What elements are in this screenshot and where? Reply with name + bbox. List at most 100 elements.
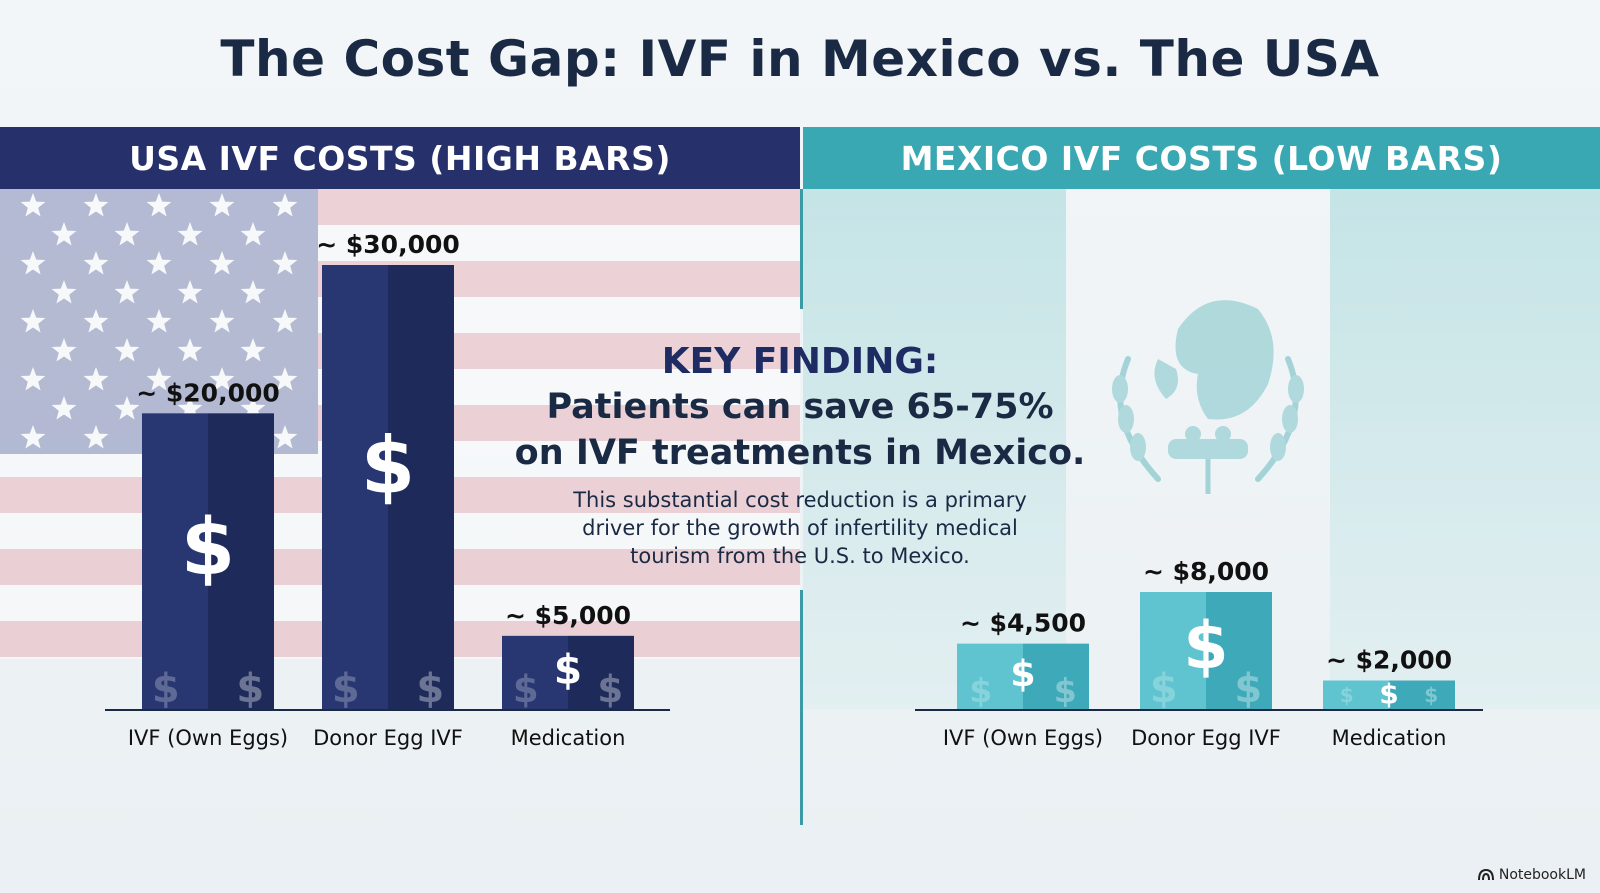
flag-star-icon <box>146 309 172 333</box>
dollar-sign-icon: $ <box>969 671 992 710</box>
flag-star-icon <box>177 222 203 246</box>
mexico-category-label: IVF (Own Eggs) <box>943 726 1103 750</box>
usa-bar <box>142 413 208 710</box>
flag-star-icon <box>240 396 266 420</box>
key-finding-body: This substantial cost reduction is a pri… <box>573 488 1027 568</box>
mexico-bar-group: $$ $ <box>1140 592 1272 712</box>
dollar-sign-icon: $ <box>1234 666 1262 712</box>
mexico-bar <box>1140 592 1206 710</box>
flag-star-icon <box>114 280 140 304</box>
dollar-sign-icon: $ <box>236 666 264 712</box>
mexico-category-label: Donor Egg IVF <box>1131 726 1281 750</box>
flag-star-icon <box>240 222 266 246</box>
dollar-sign-icon: $ <box>597 668 623 711</box>
usa-data-label: ~ $20,000 <box>136 378 280 407</box>
dollar-sign-icon: $ <box>513 668 539 711</box>
usa-panel-header: USA IVF COSTS (HIGH BARS) <box>0 127 800 189</box>
flag-star-icon <box>114 222 140 246</box>
dollar-sign-icon: $ <box>152 666 180 712</box>
flag-star-icon <box>177 280 203 304</box>
footer-brand-label: NotebookLM <box>1498 867 1586 883</box>
usa-bar-group: $ $ $ <box>322 265 454 712</box>
flag-star-icon <box>240 280 266 304</box>
flag-star-icon <box>272 251 298 275</box>
usa-bar-shade <box>568 635 634 710</box>
mexico-data-label: ~ $2,000 <box>1326 646 1452 675</box>
dollar-sign-icon: $ <box>181 503 235 593</box>
flag-star-icon <box>83 193 109 217</box>
dollar-sign-icon: $ <box>1379 678 1398 711</box>
flag-star-icon <box>209 309 235 333</box>
flag-star-icon <box>51 338 77 362</box>
mexico-bar-shade <box>1023 643 1089 710</box>
dollar-sign-icon: $ <box>1150 666 1178 712</box>
footer-brand: NotebookLM <box>1477 867 1586 883</box>
dollar-sign-icon: $ <box>416 666 444 712</box>
usa-bar-shade <box>388 265 454 710</box>
dollar-sign-icon: $ <box>361 422 415 512</box>
key-finding-heading: KEY FINDING: <box>661 341 939 382</box>
mexico-bar <box>1323 680 1389 710</box>
mexico-bar <box>957 643 1023 710</box>
flag-star-icon <box>20 425 46 449</box>
mexico-data-label: ~ $4,500 <box>960 609 1086 638</box>
flag-star-icon <box>51 280 77 304</box>
dollar-sign-icon: $ <box>1424 683 1438 707</box>
usa-category-label: IVF (Own Eggs) <box>128 726 288 750</box>
flag-star-icon <box>146 193 172 217</box>
key-finding: KEY FINDING: Patients can save 65-75% on… <box>480 340 1120 570</box>
flag-star-icon <box>177 338 203 362</box>
usa-bar-group: $ $ $ <box>142 413 274 712</box>
flag-star-icon <box>20 251 46 275</box>
usa-bar <box>322 265 388 710</box>
panel-divider-bottom <box>800 590 803 825</box>
flag-star-icon <box>20 309 46 333</box>
mexico-coat-of-arms-icon <box>1112 300 1304 494</box>
infographic-title: The Cost Gap: IVF in Mexico vs. The USA <box>220 30 1380 88</box>
mexico-data-label: ~ $8,000 <box>1143 557 1269 586</box>
flag-star-icon <box>272 425 298 449</box>
key-finding-line-1: Patients can save 65-75% <box>546 387 1054 427</box>
flag-star-icon <box>240 338 266 362</box>
flag-star-icon <box>114 338 140 362</box>
flag-star-icon <box>209 251 235 275</box>
flag-star-icon <box>272 367 298 391</box>
key-finding-line-2: on IVF treatments in Mexico. <box>514 433 1086 473</box>
flag-star-icon <box>146 251 172 275</box>
flag-star-icon <box>83 309 109 333</box>
flag-star-icon <box>83 251 109 275</box>
dollar-sign-icon: $ <box>554 645 582 693</box>
flag-star-icon <box>51 396 77 420</box>
usa-bar-shade <box>208 413 274 710</box>
mexico-bar-group: $ $ $ <box>1323 678 1455 711</box>
mexico-flag-red-stripe <box>1330 189 1600 709</box>
usa-bar <box>502 635 568 710</box>
flag-star-icon <box>83 367 109 391</box>
mexico-flag-backdrop <box>803 189 1600 709</box>
panel-divider-top <box>800 189 803 309</box>
dollar-sign-icon: $ <box>1183 609 1228 684</box>
dollar-sign-icon: $ <box>1340 683 1354 707</box>
flag-star-icon <box>20 193 46 217</box>
usa-category-label: Donor Egg IVF <box>313 726 463 750</box>
mexico-category-label: Medication <box>1332 726 1447 750</box>
flag-star-icon <box>51 222 77 246</box>
flag-star-icon <box>83 425 109 449</box>
flag-star-icon <box>146 367 172 391</box>
mexico-bar-shade <box>1389 680 1455 710</box>
dollar-sign-icon: $ <box>1054 671 1077 710</box>
usa-category-label: Medication <box>511 726 626 750</box>
mexico-panel-header: MEXICO IVF COSTS (LOW BARS) <box>803 127 1600 189</box>
flag-star-icon <box>272 193 298 217</box>
flag-star-icon <box>272 309 298 333</box>
dollar-sign-icon: $ <box>332 666 360 712</box>
mexico-bar-shade <box>1206 592 1272 710</box>
notebooklm-logo-icon <box>1477 869 1494 881</box>
mexico-bar-group: $ $ $ <box>957 643 1089 710</box>
flag-star-icon <box>209 193 235 217</box>
usa-bar-group: $ $ $ <box>502 635 634 711</box>
usa-cost-chart: $ $ $ ~ $20,000 IVF (Own Eggs) $ $ $ ~ $30,000 Do… <box>105 230 670 750</box>
mexico-flag-green-stripe <box>803 189 1066 709</box>
dollar-sign-icon: $ <box>1010 652 1035 695</box>
